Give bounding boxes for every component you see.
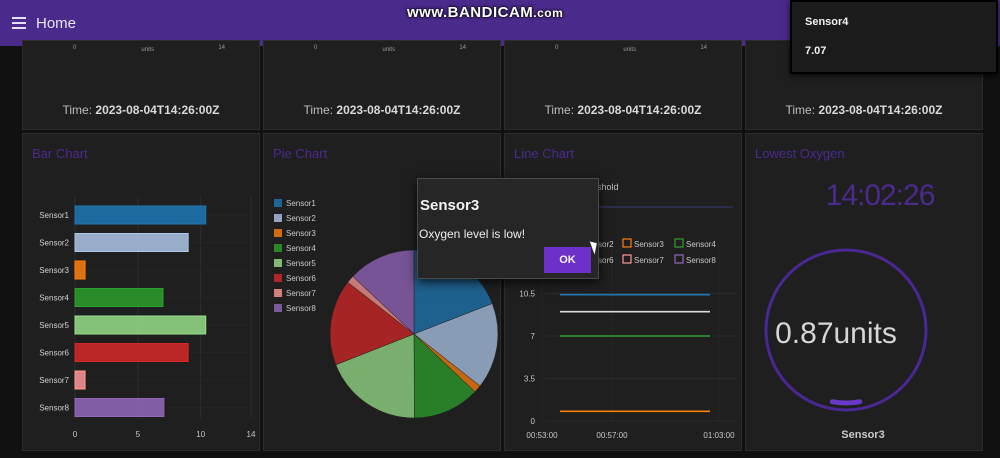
- bar-sensor4: [74, 288, 164, 307]
- sensor-toast-notification[interactable]: Sensor4 7.07: [790, 0, 998, 74]
- y-tick-label: 7: [531, 332, 536, 341]
- gauge-card-1: 0 units 14 Time: 2023-08-04T14:26:00Z: [22, 40, 260, 130]
- y-category-label: Sensor5: [39, 321, 69, 330]
- y-tick-label: 0: [531, 417, 536, 426]
- toast-title: Sensor4: [805, 16, 849, 28]
- pie-slice-sensor5: [335, 333, 415, 419]
- x-tick-label: 00:53:00: [526, 431, 558, 440]
- legend-label: Sensor2: [286, 214, 316, 223]
- y-category-label: Sensor8: [39, 404, 69, 413]
- card-title: Line Chart: [514, 146, 574, 161]
- legend-swatch: [274, 259, 282, 267]
- legend-swatch: [274, 244, 282, 252]
- timestamp: Time: 2023-08-04T14:26:00Z: [62, 103, 220, 117]
- pie-slice-sensor2: [413, 303, 499, 387]
- x-tick-label: 01:03:00: [703, 431, 735, 440]
- gauge-sensor-name: Sensor3: [841, 429, 884, 441]
- y-tick-label: 10.5: [519, 290, 535, 299]
- bar-sensor7: [74, 370, 86, 390]
- y-category-label: Sensor3: [39, 266, 69, 275]
- dialog-title: Sensor3: [420, 197, 480, 214]
- page-title: Home: [36, 14, 77, 32]
- legend-label: Sensor1: [286, 199, 316, 208]
- timestamp: Time: 2023-08-04T14:26:00Z: [303, 103, 461, 117]
- legend-swatch: [674, 238, 684, 248]
- bar-sensor8: [74, 398, 165, 417]
- gauge-card-2: 0 units 14 Time: 2023-08-04T14:26:00Z: [263, 40, 501, 130]
- y-category-label: Sensor1: [39, 211, 69, 220]
- recording-watermark: www.BANDICAM.com: [407, 4, 564, 21]
- gauge-fill-arc: [829, 399, 863, 406]
- y-category-label: Sensor7: [39, 376, 69, 385]
- legend-label: Sensor6: [286, 274, 316, 283]
- card-title: Lowest Oxygen: [755, 146, 845, 161]
- hamburger-menu-icon[interactable]: [12, 17, 26, 29]
- line-chart-header-label: shold: [597, 182, 619, 192]
- bar-sensor5: [74, 315, 207, 335]
- x-tick-label: 0: [73, 430, 78, 439]
- legend-swatch: [674, 254, 684, 264]
- bar-sensor6: [74, 343, 189, 362]
- legend-swatch: [274, 199, 282, 207]
- bar-sensor1: [74, 205, 207, 225]
- legend-label: Sensor5: [286, 259, 316, 268]
- timestamp: Time: 2023-08-04T14:26:00Z: [785, 103, 943, 117]
- legend-label: Sensor8: [686, 256, 716, 265]
- oxygen-gauge: 14:02:26 0.87units Sensor3: [764, 179, 936, 441]
- ok-button[interactable]: OK: [544, 247, 591, 273]
- legend-swatch: [622, 254, 632, 264]
- bar-chart-card: Bar Chart 0 5 10 14 Sensor1 Sensor2 Sensor3 Sen…: [22, 133, 260, 451]
- legend-swatch: [274, 214, 282, 222]
- pie-slice-sensor4: [413, 333, 476, 419]
- alert-dialog: Sensor3 Oxygen level is low! OK: [417, 178, 599, 279]
- legend-swatch: [622, 238, 632, 248]
- toast-value: 7.07: [805, 45, 827, 57]
- legend-label: Sensor3: [286, 229, 316, 238]
- legend-label: sor6: [598, 256, 614, 265]
- legend-label: Sensor7: [634, 256, 664, 265]
- gauge-card-3: 0 units 14 Time: 2023-08-04T14:26:00Z: [504, 40, 742, 130]
- bar-sensor2: [74, 233, 189, 252]
- legend-swatch: [274, 289, 282, 297]
- y-tick-label: 3.5: [524, 375, 536, 384]
- legend-label: Sensor4: [286, 244, 316, 253]
- pie-chart: Sensor1 Sensor2 Sensor3 Sensor4 Sensor5 Senso…: [274, 199, 499, 419]
- legend-label: Sensor4: [686, 240, 716, 249]
- dialog-message: Oxygen level is low!: [419, 227, 526, 241]
- pie-slice-sensor8: [352, 249, 415, 335]
- x-tick-label: 10: [196, 430, 205, 439]
- gauge-value: 0.87units: [775, 317, 897, 350]
- legend-swatch: [274, 274, 282, 282]
- legend-swatch: [274, 304, 282, 312]
- x-tick-label: 00:57:00: [596, 431, 628, 440]
- card-title: Pie Chart: [273, 146, 328, 161]
- legend-swatch: [274, 229, 282, 237]
- digital-clock: 14:02:26: [826, 179, 935, 212]
- legend-label: Sensor7: [286, 289, 316, 298]
- y-category-label: Sensor4: [39, 294, 69, 303]
- card-title: Bar Chart: [32, 146, 88, 161]
- timestamp: Time: 2023-08-04T14:26:00Z: [544, 103, 702, 117]
- bar-sensor3: [74, 260, 86, 280]
- x-tick-label: 14: [247, 430, 256, 439]
- y-category-label: Sensor6: [39, 349, 69, 358]
- lowest-oxygen-card: Lowest Oxygen 14:02:26 0.87units Sensor3: [745, 133, 983, 451]
- gauge-ring: [764, 248, 928, 412]
- legend-label: sor2: [598, 240, 614, 249]
- x-tick-label: 5: [136, 430, 141, 439]
- bar-chart: 0 5 10 14 Sensor1 Sensor2 Sensor3 Sensor4 Sensor…: [39, 196, 256, 439]
- legend-label: Sensor3: [634, 240, 664, 249]
- y-category-label: Sensor2: [39, 239, 69, 248]
- legend-label: Sensor8: [286, 304, 316, 313]
- pie-slice-sensor6: [329, 281, 415, 366]
